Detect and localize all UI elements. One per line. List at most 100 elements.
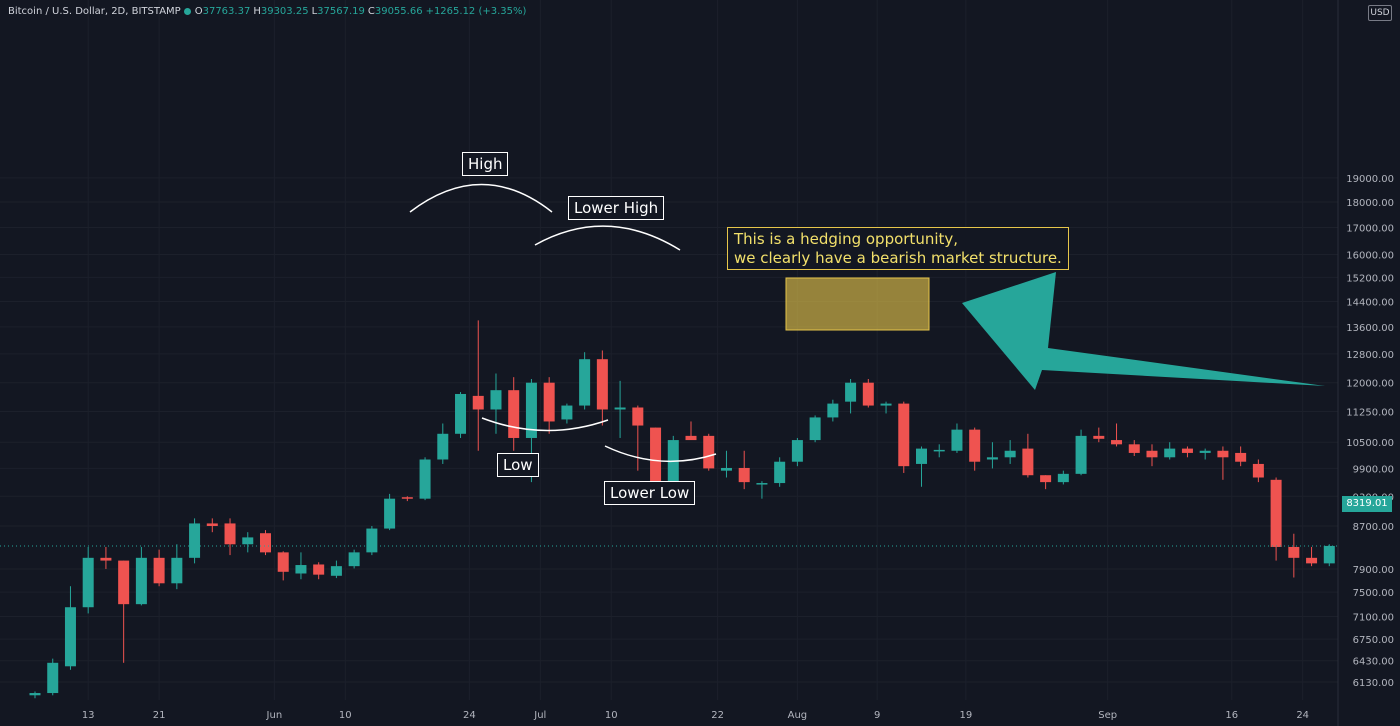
- candle[interactable]: [295, 552, 307, 580]
- low-label-box[interactable]: Low: [497, 453, 539, 477]
- candle[interactable]: [596, 350, 608, 426]
- candle[interactable]: [1040, 475, 1052, 490]
- candle[interactable]: [1252, 459, 1264, 483]
- low-arc[interactable]: [481, 417, 609, 432]
- candle-body: [100, 557, 112, 561]
- candle[interactable]: [419, 457, 431, 501]
- chart-legend-header: Bitcoin / U.S. Dollar, 2D, BITSTAMP O3776…: [8, 6, 526, 17]
- candle[interactable]: [1093, 427, 1105, 443]
- candle[interactable]: [543, 377, 555, 434]
- candle[interactable]: [472, 320, 484, 451]
- currency-button[interactable]: USD: [1368, 5, 1392, 21]
- candle-body: [419, 459, 431, 499]
- x-tick-label: 16: [1225, 710, 1238, 721]
- candle[interactable]: [845, 378, 857, 414]
- candle[interactable]: [720, 450, 732, 478]
- lower-high-label-box[interactable]: Lower High: [568, 196, 665, 220]
- candle[interactable]: [1075, 429, 1087, 476]
- candle[interactable]: [579, 352, 591, 410]
- candle[interactable]: [632, 405, 644, 471]
- candle[interactable]: [242, 532, 254, 553]
- candle[interactable]: [206, 518, 218, 533]
- candle[interactable]: [1022, 433, 1034, 478]
- candle[interactable]: [898, 401, 910, 473]
- candle[interactable]: [1270, 477, 1282, 561]
- lower-low-label-box[interactable]: Lower Low: [604, 481, 696, 505]
- candle[interactable]: [330, 560, 342, 579]
- hedge-note-box[interactable]: This is a hedging opportunity, we clearl…: [727, 227, 1069, 270]
- x-tick-label: 9: [874, 710, 880, 721]
- candle[interactable]: [1217, 446, 1229, 480]
- candle[interactable]: [791, 437, 803, 467]
- bearish-direction-arrow[interactable]: [962, 272, 1325, 390]
- lower-high-arc[interactable]: [534, 225, 681, 251]
- high-arc[interactable]: [409, 183, 553, 213]
- candle[interactable]: [313, 562, 325, 580]
- candle[interactable]: [1323, 544, 1335, 567]
- candle[interactable]: [1057, 470, 1069, 485]
- candle[interactable]: [969, 427, 981, 471]
- candle[interactable]: [986, 442, 998, 469]
- candle[interactable]: [1235, 446, 1247, 467]
- candle-body: [118, 560, 130, 605]
- candle[interactable]: [1288, 533, 1300, 578]
- high-value: 39303.25: [260, 6, 309, 17]
- candle[interactable]: [1181, 446, 1193, 458]
- candle[interactable]: [1111, 423, 1123, 447]
- hedge-zone-highlight[interactable]: [785, 277, 930, 331]
- candle[interactable]: [366, 525, 378, 556]
- candle[interactable]: [774, 457, 786, 487]
- candle[interactable]: [100, 546, 112, 569]
- candle[interactable]: [401, 496, 413, 502]
- lower-low-arc[interactable]: [604, 445, 717, 463]
- candle[interactable]: [862, 378, 874, 408]
- candle[interactable]: [171, 544, 183, 590]
- candle[interactable]: [809, 415, 821, 443]
- candle[interactable]: [827, 399, 839, 422]
- candle[interactable]: [685, 421, 697, 441]
- candle[interactable]: [29, 691, 41, 699]
- y-tick-label: 15200.00: [1346, 273, 1394, 284]
- candle-body: [224, 523, 236, 545]
- x-tick-label: Jul: [533, 710, 546, 721]
- candle-body: [455, 393, 467, 434]
- candle-body: [738, 467, 750, 483]
- candle[interactable]: [561, 403, 573, 424]
- candle[interactable]: [224, 518, 236, 556]
- candle[interactable]: [64, 586, 76, 670]
- candle[interactable]: [1306, 546, 1318, 567]
- symbol-title[interactable]: Bitcoin / U.S. Dollar, 2D, BITSTAMP: [8, 6, 181, 17]
- candle[interactable]: [455, 392, 467, 438]
- candle[interactable]: [189, 518, 201, 564]
- candle[interactable]: [508, 377, 520, 451]
- candle[interactable]: [47, 658, 59, 696]
- candle[interactable]: [614, 380, 626, 438]
- candle-body: [579, 359, 591, 406]
- candle[interactable]: [916, 446, 927, 487]
- candle[interactable]: [437, 423, 449, 464]
- candle[interactable]: [1004, 440, 1016, 464]
- candle[interactable]: [1146, 444, 1158, 467]
- candle[interactable]: [1128, 440, 1140, 456]
- candle[interactable]: [277, 551, 289, 581]
- candle[interactable]: [82, 546, 94, 614]
- candle[interactable]: [490, 373, 502, 434]
- candle[interactable]: [259, 530, 271, 556]
- candle[interactable]: [135, 546, 147, 606]
- candle[interactable]: [1164, 442, 1176, 460]
- high-label-box[interactable]: High: [462, 152, 509, 176]
- candle[interactable]: [118, 560, 130, 663]
- x-tick-label: Jun: [266, 710, 283, 721]
- y-tick-label: 6430.00: [1353, 657, 1394, 668]
- candle[interactable]: [933, 444, 945, 458]
- candle[interactable]: [348, 549, 360, 569]
- candle[interactable]: [153, 549, 165, 587]
- candle[interactable]: [703, 433, 715, 471]
- candle[interactable]: [738, 450, 750, 490]
- candle[interactable]: [756, 481, 768, 499]
- candle[interactable]: [880, 401, 892, 414]
- candle[interactable]: [951, 423, 963, 453]
- candle[interactable]: [384, 493, 396, 531]
- candle[interactable]: [1199, 448, 1211, 460]
